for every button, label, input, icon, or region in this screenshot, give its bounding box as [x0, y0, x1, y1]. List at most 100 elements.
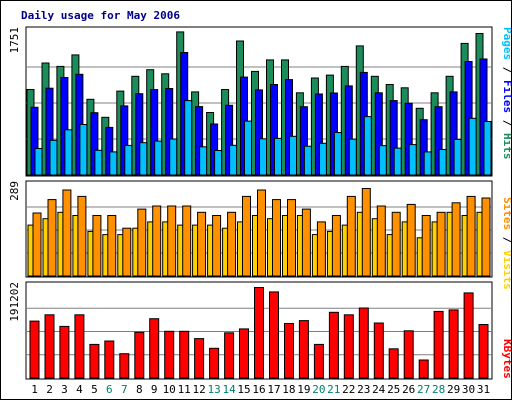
day-label-25: 25 [387, 383, 400, 396]
hits-pages-bar-day-15 [244, 120, 252, 176]
visits-sites-bar-day-22 [346, 195, 356, 277]
kbytes-kbytes-bar-day-20 [313, 343, 324, 379]
day-label-31: 31 [477, 383, 490, 396]
day-label-7: 7 [121, 383, 128, 396]
hits-max-label: 1751 [8, 27, 21, 54]
day-label-20: 20 [312, 383, 325, 396]
day-label-16: 16 [252, 383, 265, 396]
visits-sites-bar-day-16 [257, 189, 266, 277]
kbytes-kbytes-bar-day-14 [224, 332, 235, 379]
visits-sites-bar-day-9 [152, 205, 162, 277]
visits-sites-bar-day-31 [481, 197, 491, 277]
visits-sites-bar-day-20 [316, 221, 326, 277]
day-label-13: 13 [207, 383, 220, 396]
kbytes-kbytes-bar-day-19 [298, 320, 309, 379]
visits-sites-bar-day-4 [77, 195, 87, 277]
visits-sites-bar-day-21 [331, 215, 341, 277]
kbytes-kbytes-bar-day-7 [119, 353, 130, 379]
day-label-14: 14 [222, 383, 236, 396]
kbytes-kbytes-bar-day-31 [478, 324, 489, 379]
hits-pages-bar-day-8 [139, 142, 148, 176]
day-labels: 1 2 3 4 5 6 7 8 9 10 11 12 13 14 15 16 17 18 19 20 21 22 23 24 2… [31, 383, 490, 396]
visits-sites-bar-day-25 [391, 211, 401, 277]
visits-sites-bar-day-19 [301, 208, 311, 277]
visits-sites-bar-day-23 [361, 188, 371, 277]
kbytes-kbytes-bar-day-18 [284, 323, 294, 379]
hits-pages-bar-day-20 [318, 142, 327, 176]
visits-sites-bar-day-11 [182, 205, 192, 277]
bars-layer [26, 31, 492, 379]
legend-sep-1: / [501, 60, 511, 80]
visits-sites-bar-day-12 [197, 211, 207, 277]
day-label-6: 6 [106, 383, 113, 396]
legend-files: Files [501, 80, 511, 113]
day-label-10: 10 [163, 383, 176, 396]
day-label-23: 23 [357, 383, 370, 396]
day-label-12: 12 [192, 383, 205, 396]
day-label-5: 5 [91, 383, 98, 396]
visits-sites-bar-day-15 [242, 195, 251, 277]
hits-pages-bar-day-30 [468, 117, 477, 176]
hits-pages-bar-day-13 [214, 150, 223, 176]
visits-sites-bar-day-30 [466, 195, 476, 277]
day-label-22: 22 [342, 383, 355, 396]
day-label-28: 28 [432, 383, 445, 396]
visits-sites-bar-day-27 [421, 215, 431, 277]
visits-sites-bar-day-26 [406, 203, 416, 277]
hits-pages-bar-day-31 [483, 121, 492, 176]
visits-sites-bar-day-2 [47, 199, 57, 277]
day-label-4: 4 [76, 383, 83, 396]
visits-sites-bar-day-13 [212, 215, 222, 277]
day-label-19: 19 [297, 383, 310, 396]
legend-sep-2: / [501, 113, 511, 133]
legend-visits: Visits [501, 250, 511, 290]
visits-sites-bar-day-24 [376, 205, 386, 277]
hits-pages-bar-day-5 [94, 149, 103, 176]
visits-sites-bar-day-14 [227, 211, 237, 277]
kbytes-kbytes-bar-day-13 [209, 347, 220, 379]
day-label-9: 9 [151, 383, 158, 396]
kbytes-kbytes-bar-day-1 [29, 320, 40, 379]
kbytes-kbytes-bar-day-10 [164, 330, 175, 379]
visits-max-label: 289 [8, 181, 21, 201]
day-label-3: 3 [61, 383, 68, 396]
visits-sites-bar-day-6 [107, 215, 117, 277]
hits-pages-bar-day-18 [289, 135, 297, 176]
chart-title: Daily usage for May 2006 [21, 9, 180, 22]
kbytes-kbytes-bar-day-26 [403, 330, 414, 379]
visits-legend: Sites / Visits [501, 197, 511, 290]
legend-pages: Pages [501, 27, 511, 60]
kbytes-kbytes-bar-day-17 [269, 291, 279, 379]
kbytes-kbytes-bar-day-27 [418, 359, 429, 379]
kbytes-kbytes-bar-day-28 [433, 310, 444, 379]
hits-pages-bar-day-6 [109, 151, 118, 176]
kbytes-kbytes-bar-day-2 [44, 314, 55, 379]
hits-pages-bar-day-28 [438, 149, 447, 176]
kbytes-kbytes-bar-day-21 [328, 311, 339, 379]
visits-sites-bar-day-29 [451, 202, 461, 277]
legend-sites: Sites [501, 197, 511, 230]
visits-sites-bar-day-8 [137, 208, 147, 277]
kbytes-kbytes-bar-day-12 [194, 338, 205, 379]
hits-pages-bar-day-22 [348, 138, 357, 176]
day-label-18: 18 [282, 383, 295, 396]
day-label-15: 15 [237, 383, 250, 396]
hits-pages-bar-day-12 [199, 146, 208, 176]
day-label-1: 1 [31, 383, 38, 396]
hits-pages-bar-day-25 [393, 147, 402, 176]
legend-hits: Hits [501, 133, 511, 160]
visits-sites-bar-day-3 [62, 189, 72, 277]
kbytes-kbytes-bar-day-15 [239, 328, 249, 379]
kbytes-kbytes-bar-day-29 [448, 309, 459, 379]
day-label-29: 29 [447, 383, 460, 396]
hits-pages-bar-day-11 [184, 100, 193, 176]
day-label-27: 27 [417, 383, 430, 396]
hits-pages-bar-day-24 [378, 145, 387, 176]
hits-pages-bar-day-3 [64, 129, 73, 176]
day-label-26: 26 [402, 383, 415, 396]
day-label-2: 2 [46, 383, 53, 396]
kbytes-kbytes-bar-day-3 [59, 325, 70, 379]
hits-pages-bar-day-2 [49, 139, 58, 176]
hits-legend: Pages / Files / Hits [501, 27, 511, 160]
